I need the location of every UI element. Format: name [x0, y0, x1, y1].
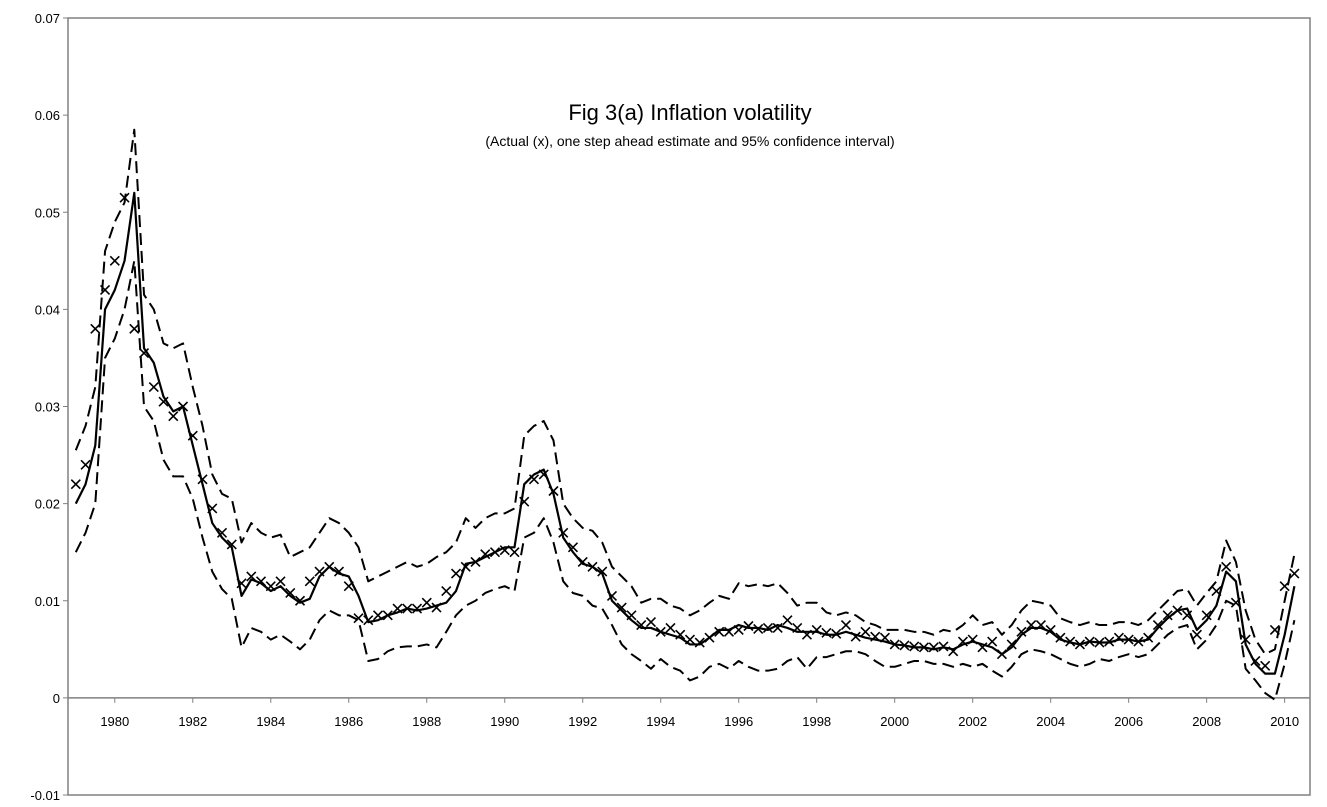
y-tick-label: 0.02: [35, 497, 60, 512]
actual-marker: [450, 568, 462, 579]
y-tick-label: -0.01: [30, 788, 60, 803]
x-tick-label: 1982: [178, 714, 207, 729]
actual-marker: [1016, 626, 1027, 637]
x-tick-label: 2010: [1270, 714, 1299, 729]
actual-marker: [90, 323, 101, 334]
actual-marker: [860, 626, 871, 637]
y-tick-label: 0: [53, 691, 60, 706]
actual-marker: [1221, 561, 1232, 572]
actual-marker: [285, 587, 296, 599]
actual-marker: [353, 613, 364, 624]
x-tick-label: 1990: [490, 714, 519, 729]
x-tick-label: 2008: [1192, 714, 1221, 729]
x-tick-label: 1994: [646, 714, 675, 729]
actual-marker: [411, 603, 423, 614]
y-tick-label: 0.07: [35, 11, 60, 26]
actual-marker: [421, 597, 432, 608]
actual-marker: [567, 542, 579, 553]
actual-marker: [480, 549, 491, 560]
x-tick-label: 1980: [100, 714, 129, 729]
actual-marker: [148, 382, 159, 393]
actual-marker: [441, 585, 452, 597]
confidence-band-line: [74, 128, 1296, 656]
y-tick-label: 0.04: [35, 302, 60, 317]
actual-marker: [304, 576, 315, 587]
actual-marker: [129, 323, 140, 334]
x-tick-label: 1996: [724, 714, 753, 729]
actual-marker: [1162, 610, 1173, 621]
estimate-line: [74, 191, 1296, 675]
chart-subtitle: (Actual (x), one step ahead estimate and…: [485, 133, 894, 149]
x-tick-label: 1992: [568, 714, 597, 729]
actual-marker: [226, 539, 237, 550]
actual-marker: [1289, 568, 1300, 579]
actual-marker: [1201, 610, 1212, 621]
x-tick-label: 1988: [412, 714, 441, 729]
x-tick-label: 2002: [958, 714, 987, 729]
actual-marker: [1191, 629, 1202, 640]
chart-title: Fig 3(a) Inflation volatility: [568, 100, 811, 125]
actual-marker: [616, 602, 627, 613]
actual-marker: [1006, 639, 1017, 650]
actual-marker: [597, 566, 608, 577]
actual-marker: [158, 396, 169, 407]
actual-marker: [509, 547, 520, 558]
actual-marker: [665, 622, 676, 634]
actual-marker: [70, 479, 81, 490]
actual-marker: [1152, 619, 1163, 631]
x-tick-label: 2004: [1036, 714, 1065, 729]
x-tick-label: 2006: [1114, 714, 1143, 729]
actual-marker: [840, 619, 852, 631]
actual-marker: [928, 642, 939, 653]
x-tick-label: 1984: [256, 714, 285, 729]
confidence-band-line: [74, 259, 1296, 701]
actual-marker: [762, 622, 774, 634]
x-tick-label: 2000: [880, 714, 909, 729]
x-tick-label: 1998: [802, 714, 831, 729]
x-tick-label: 1986: [334, 714, 363, 729]
actual-marker: [1260, 660, 1271, 671]
actual-marker: [1182, 610, 1193, 621]
y-tick-label: 0.05: [35, 205, 60, 220]
actual-marker: [275, 576, 286, 587]
actual-marker: [294, 595, 306, 606]
actual-marker: [216, 527, 228, 538]
y-tick-label: 0.01: [35, 594, 60, 609]
actual-marker: [782, 615, 793, 626]
y-tick-label: 0.06: [35, 108, 60, 123]
actual-marker: [109, 255, 120, 266]
y-tick-label: 0.03: [35, 400, 60, 415]
actual-marker: [168, 411, 179, 422]
actual-marker: [645, 617, 657, 628]
actual-marker: [987, 636, 998, 647]
